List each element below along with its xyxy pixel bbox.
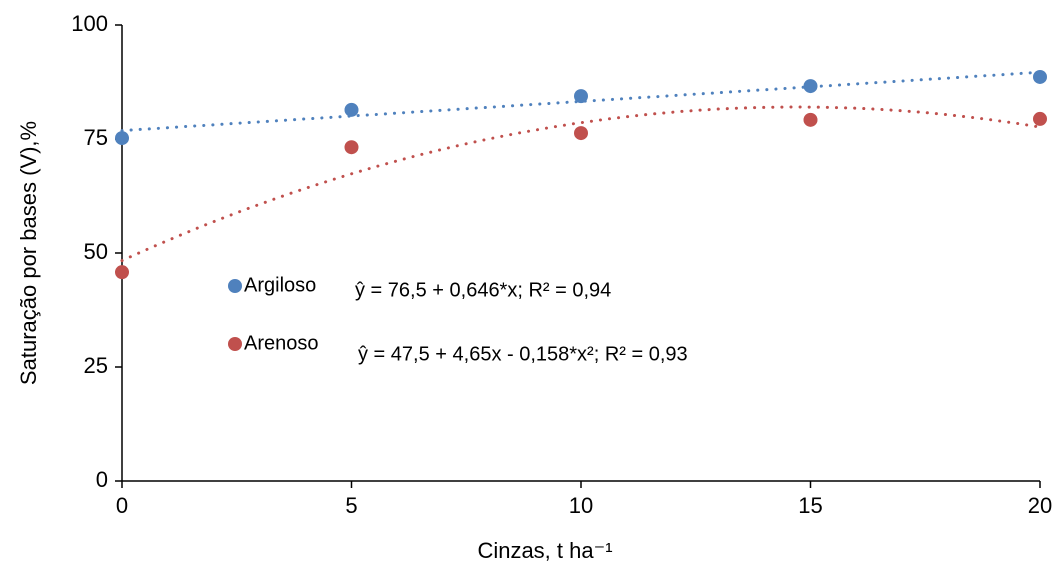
legend-label: Argiloso [244,274,316,296]
point [344,140,359,155]
point [574,89,588,104]
y-tick-label: 100 [71,11,108,36]
y-tick-label: 50 [84,239,108,264]
x-tick-label: 10 [569,493,593,518]
legend-label: Arenoso [244,332,319,354]
legend-marker [228,279,242,293]
x-tick-label: 20 [1028,493,1052,518]
y-axis-title: Saturação por bases (V),% [16,121,41,385]
trendline [120,70,1042,133]
y-tick-label: 75 [84,125,108,150]
legend-marker [228,337,242,351]
point [574,126,588,141]
x-tick-label: 15 [798,493,822,518]
x-tick-label: 5 [345,493,357,518]
point [1033,111,1047,126]
point [803,112,818,127]
equation: ŷ = 47,5 + 4,65x - 0,158*x²; R² = 0,93 [358,343,688,365]
x-axis-title: Cinzas, t ha⁻¹ [477,538,612,563]
x-tick-label: 0 [116,493,128,518]
point [803,79,818,94]
point [1033,69,1047,84]
y-tick-label: 0 [96,467,108,492]
point [344,102,359,117]
equation: ŷ = 76,5 + 0,646*x; R² = 0,94 [355,279,611,301]
point [115,265,129,280]
point [115,131,129,146]
y-tick-label: 25 [84,353,108,378]
trendline [120,105,1042,263]
